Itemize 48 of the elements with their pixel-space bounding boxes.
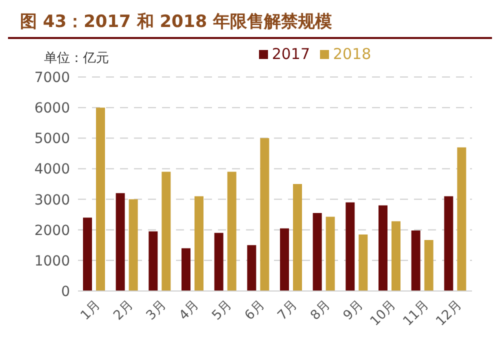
y-tick-label: 6000 — [34, 100, 70, 117]
x-tick-label: 5月 — [209, 298, 236, 324]
bar — [148, 231, 158, 291]
x-tick-label: 7月 — [275, 298, 301, 324]
bar — [116, 193, 125, 291]
bar — [214, 232, 224, 291]
y-tick-label: 7000 — [34, 70, 70, 86]
bar — [162, 172, 171, 291]
bar — [312, 213, 322, 291]
x-tick-label: 2月 — [110, 298, 137, 324]
bar — [280, 228, 289, 291]
bar — [128, 199, 138, 291]
x-tick-label: 12月 — [433, 298, 465, 330]
bar — [444, 196, 454, 291]
bar — [326, 216, 335, 291]
x-tick-label: 6月 — [242, 298, 268, 324]
legend-label: 2018 — [333, 45, 372, 63]
bar — [182, 248, 190, 291]
x-tick-label: 4月 — [176, 298, 202, 324]
bar — [247, 245, 256, 291]
bar — [358, 234, 368, 291]
y-tick-label: 1000 — [34, 253, 70, 270]
y-tick-label: 0 — [61, 284, 70, 300]
bar — [424, 240, 434, 291]
bar — [260, 138, 270, 291]
bar — [227, 172, 236, 291]
y-tick-label: 5000 — [34, 131, 70, 148]
y-tick-label: 3000 — [34, 192, 70, 208]
bar — [83, 218, 92, 291]
x-tick-label: 9月 — [340, 298, 366, 324]
x-tick-label: 11月 — [400, 298, 432, 330]
bar — [96, 108, 105, 291]
bar — [194, 196, 204, 291]
y-axis-title: 单位：亿元 — [44, 50, 109, 67]
bar — [378, 205, 388, 291]
legend-label: 2017 — [272, 45, 310, 63]
bar — [457, 147, 466, 291]
bar — [411, 230, 420, 291]
x-tick-label: 3月 — [144, 298, 170, 324]
x-tick-label: 10月 — [368, 298, 400, 330]
bar — [346, 202, 355, 291]
bar — [392, 221, 400, 291]
y-tick-label: 4000 — [34, 162, 70, 178]
chart-title: 图 43：2017 和 2018 年限售解禁规模 — [8, 8, 492, 39]
x-tick-label: 8月 — [308, 298, 334, 324]
bar — [293, 184, 302, 291]
y-tick-label: 2000 — [34, 222, 70, 239]
x-tick-label: 1月 — [78, 298, 104, 324]
